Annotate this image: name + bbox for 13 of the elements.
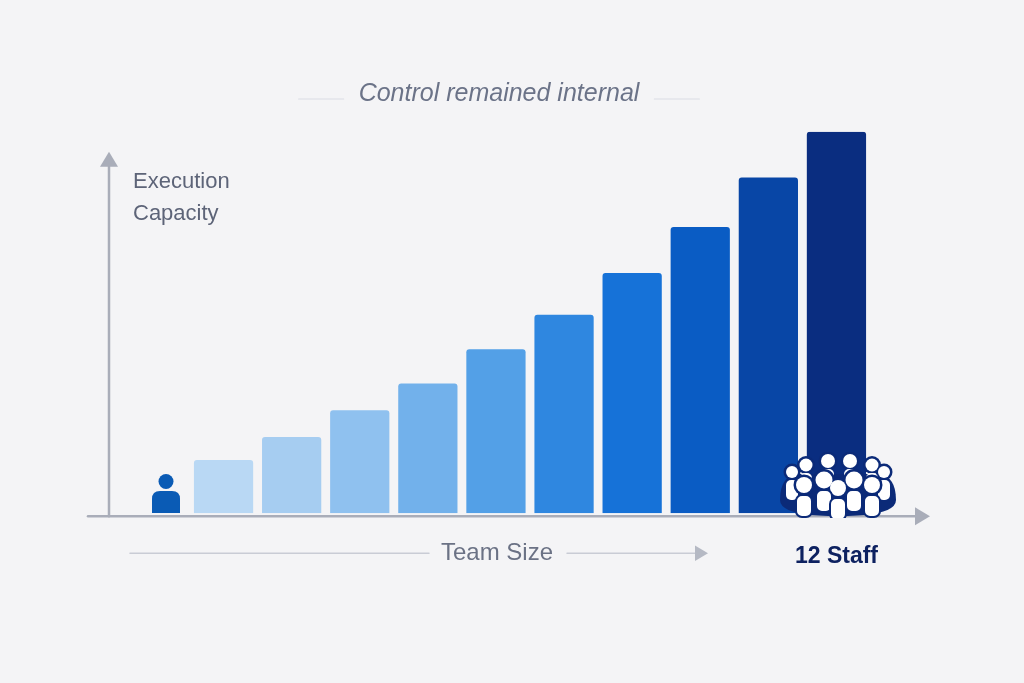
bar: [193, 459, 254, 514]
bar: [262, 436, 322, 514]
x-axis-title: Team Size: [440, 537, 554, 565]
bar: [466, 349, 526, 514]
bar: [398, 383, 458, 514]
bar: [534, 314, 594, 514]
bar: [670, 227, 730, 514]
bar: [738, 177, 798, 514]
bar: [330, 410, 390, 514]
bar: [602, 272, 662, 514]
x-tick-label: 12 Staff: [794, 542, 879, 569]
chart-title: Control remained internal: [358, 77, 641, 106]
y-axis-title: Execution Capacity: [133, 167, 230, 225]
